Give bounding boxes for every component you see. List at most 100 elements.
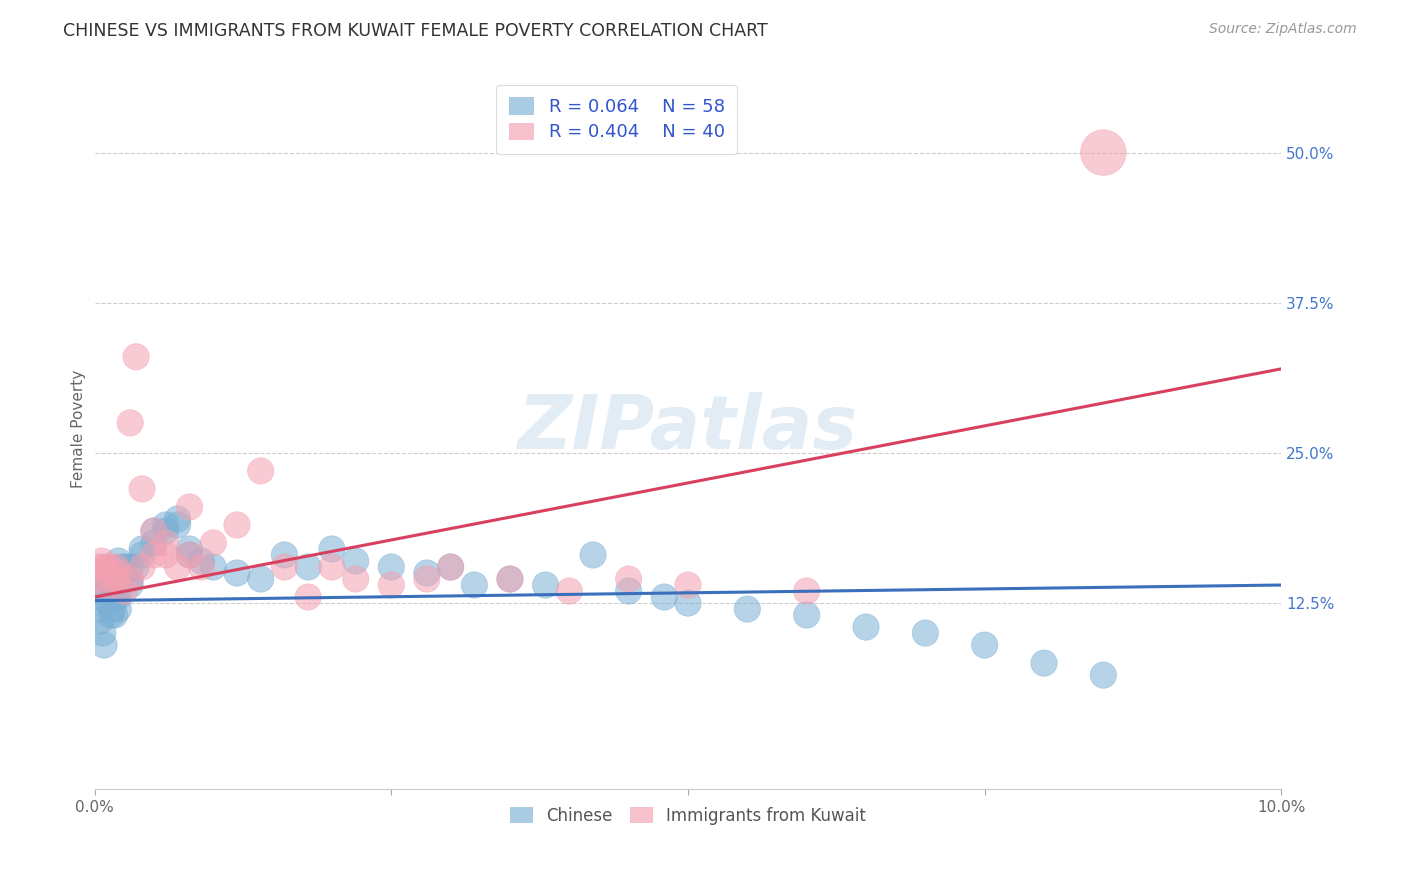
Point [142, 548, 165, 562]
Point [131, 541, 153, 556]
Legend: Chinese, Immigrants from Kuwait: Chinese, Immigrants from Kuwait [501, 797, 876, 835]
Point [125, 560, 148, 574]
Point [190, 560, 212, 574]
Point [96, 584, 118, 599]
Text: CHINESE VS IMMIGRANTS FROM KUWAIT FEMALE POVERTY CORRELATION CHART: CHINESE VS IMMIGRANTS FROM KUWAIT FEMALE… [63, 22, 768, 40]
Point [249, 464, 271, 478]
Point [202, 560, 225, 574]
Point [131, 482, 153, 496]
Point [321, 560, 343, 574]
Point [104, 608, 127, 623]
Point [737, 602, 759, 616]
Point [101, 572, 124, 586]
Point [321, 541, 343, 556]
Point [104, 560, 127, 574]
Point [179, 541, 201, 556]
Point [120, 572, 142, 586]
Point [96, 578, 118, 592]
Point [179, 500, 201, 514]
Point [796, 608, 818, 623]
Point [100, 608, 122, 623]
Point [104, 590, 127, 604]
Point [155, 536, 177, 550]
Text: Source: ZipAtlas.com: Source: ZipAtlas.com [1209, 22, 1357, 37]
Text: ZIPatlas: ZIPatlas [517, 392, 858, 466]
Point [101, 590, 124, 604]
Point [226, 566, 249, 580]
Point [344, 554, 367, 568]
Point [86, 560, 108, 574]
Point [107, 554, 129, 568]
Point [107, 572, 129, 586]
Point [93, 560, 115, 574]
Point [93, 638, 115, 652]
Point [166, 518, 188, 533]
Point [416, 572, 439, 586]
Point [91, 626, 114, 640]
Point [582, 548, 605, 562]
Point [166, 512, 188, 526]
Point [131, 548, 153, 562]
Point [416, 566, 439, 580]
Point [142, 536, 165, 550]
Point [1033, 656, 1056, 670]
Point [499, 572, 522, 586]
Point [142, 524, 165, 538]
Point [155, 518, 177, 533]
Point [652, 590, 675, 604]
Point [120, 578, 142, 592]
Point [499, 572, 522, 586]
Point [120, 560, 142, 574]
Point [131, 560, 153, 574]
Point [142, 524, 165, 538]
Point [676, 596, 699, 610]
Point [101, 602, 124, 616]
Point [226, 518, 249, 533]
Point [97, 596, 120, 610]
Point [1092, 668, 1115, 682]
Point [380, 560, 402, 574]
Point [155, 524, 177, 538]
Point [676, 578, 699, 592]
Point [112, 566, 135, 580]
Y-axis label: Female Poverty: Female Poverty [72, 370, 86, 488]
Point [107, 566, 129, 580]
Point [463, 578, 485, 592]
Point [380, 578, 402, 592]
Point [617, 584, 640, 599]
Point [97, 560, 120, 574]
Point [179, 548, 201, 562]
Point [112, 584, 135, 599]
Point [120, 572, 142, 586]
Point [914, 626, 936, 640]
Point [107, 602, 129, 616]
Point [202, 536, 225, 550]
Point [973, 638, 995, 652]
Point [86, 590, 108, 604]
Point [112, 560, 135, 574]
Point [297, 560, 319, 574]
Point [125, 350, 148, 364]
Point [617, 572, 640, 586]
Point [344, 572, 367, 586]
Point [110, 560, 132, 574]
Point [166, 560, 188, 574]
Point [796, 584, 818, 599]
Point [84, 566, 107, 580]
Point [155, 548, 177, 562]
Point [87, 602, 110, 616]
Point [558, 584, 581, 599]
Point [90, 554, 112, 568]
Point [89, 614, 111, 628]
Point [534, 578, 557, 592]
Point [179, 548, 201, 562]
Point [89, 572, 111, 586]
Point [439, 560, 461, 574]
Point [273, 548, 295, 562]
Point [855, 620, 877, 634]
Point [273, 560, 295, 574]
Point [439, 560, 461, 574]
Point [96, 578, 118, 592]
Point [107, 590, 129, 604]
Point [297, 590, 319, 604]
